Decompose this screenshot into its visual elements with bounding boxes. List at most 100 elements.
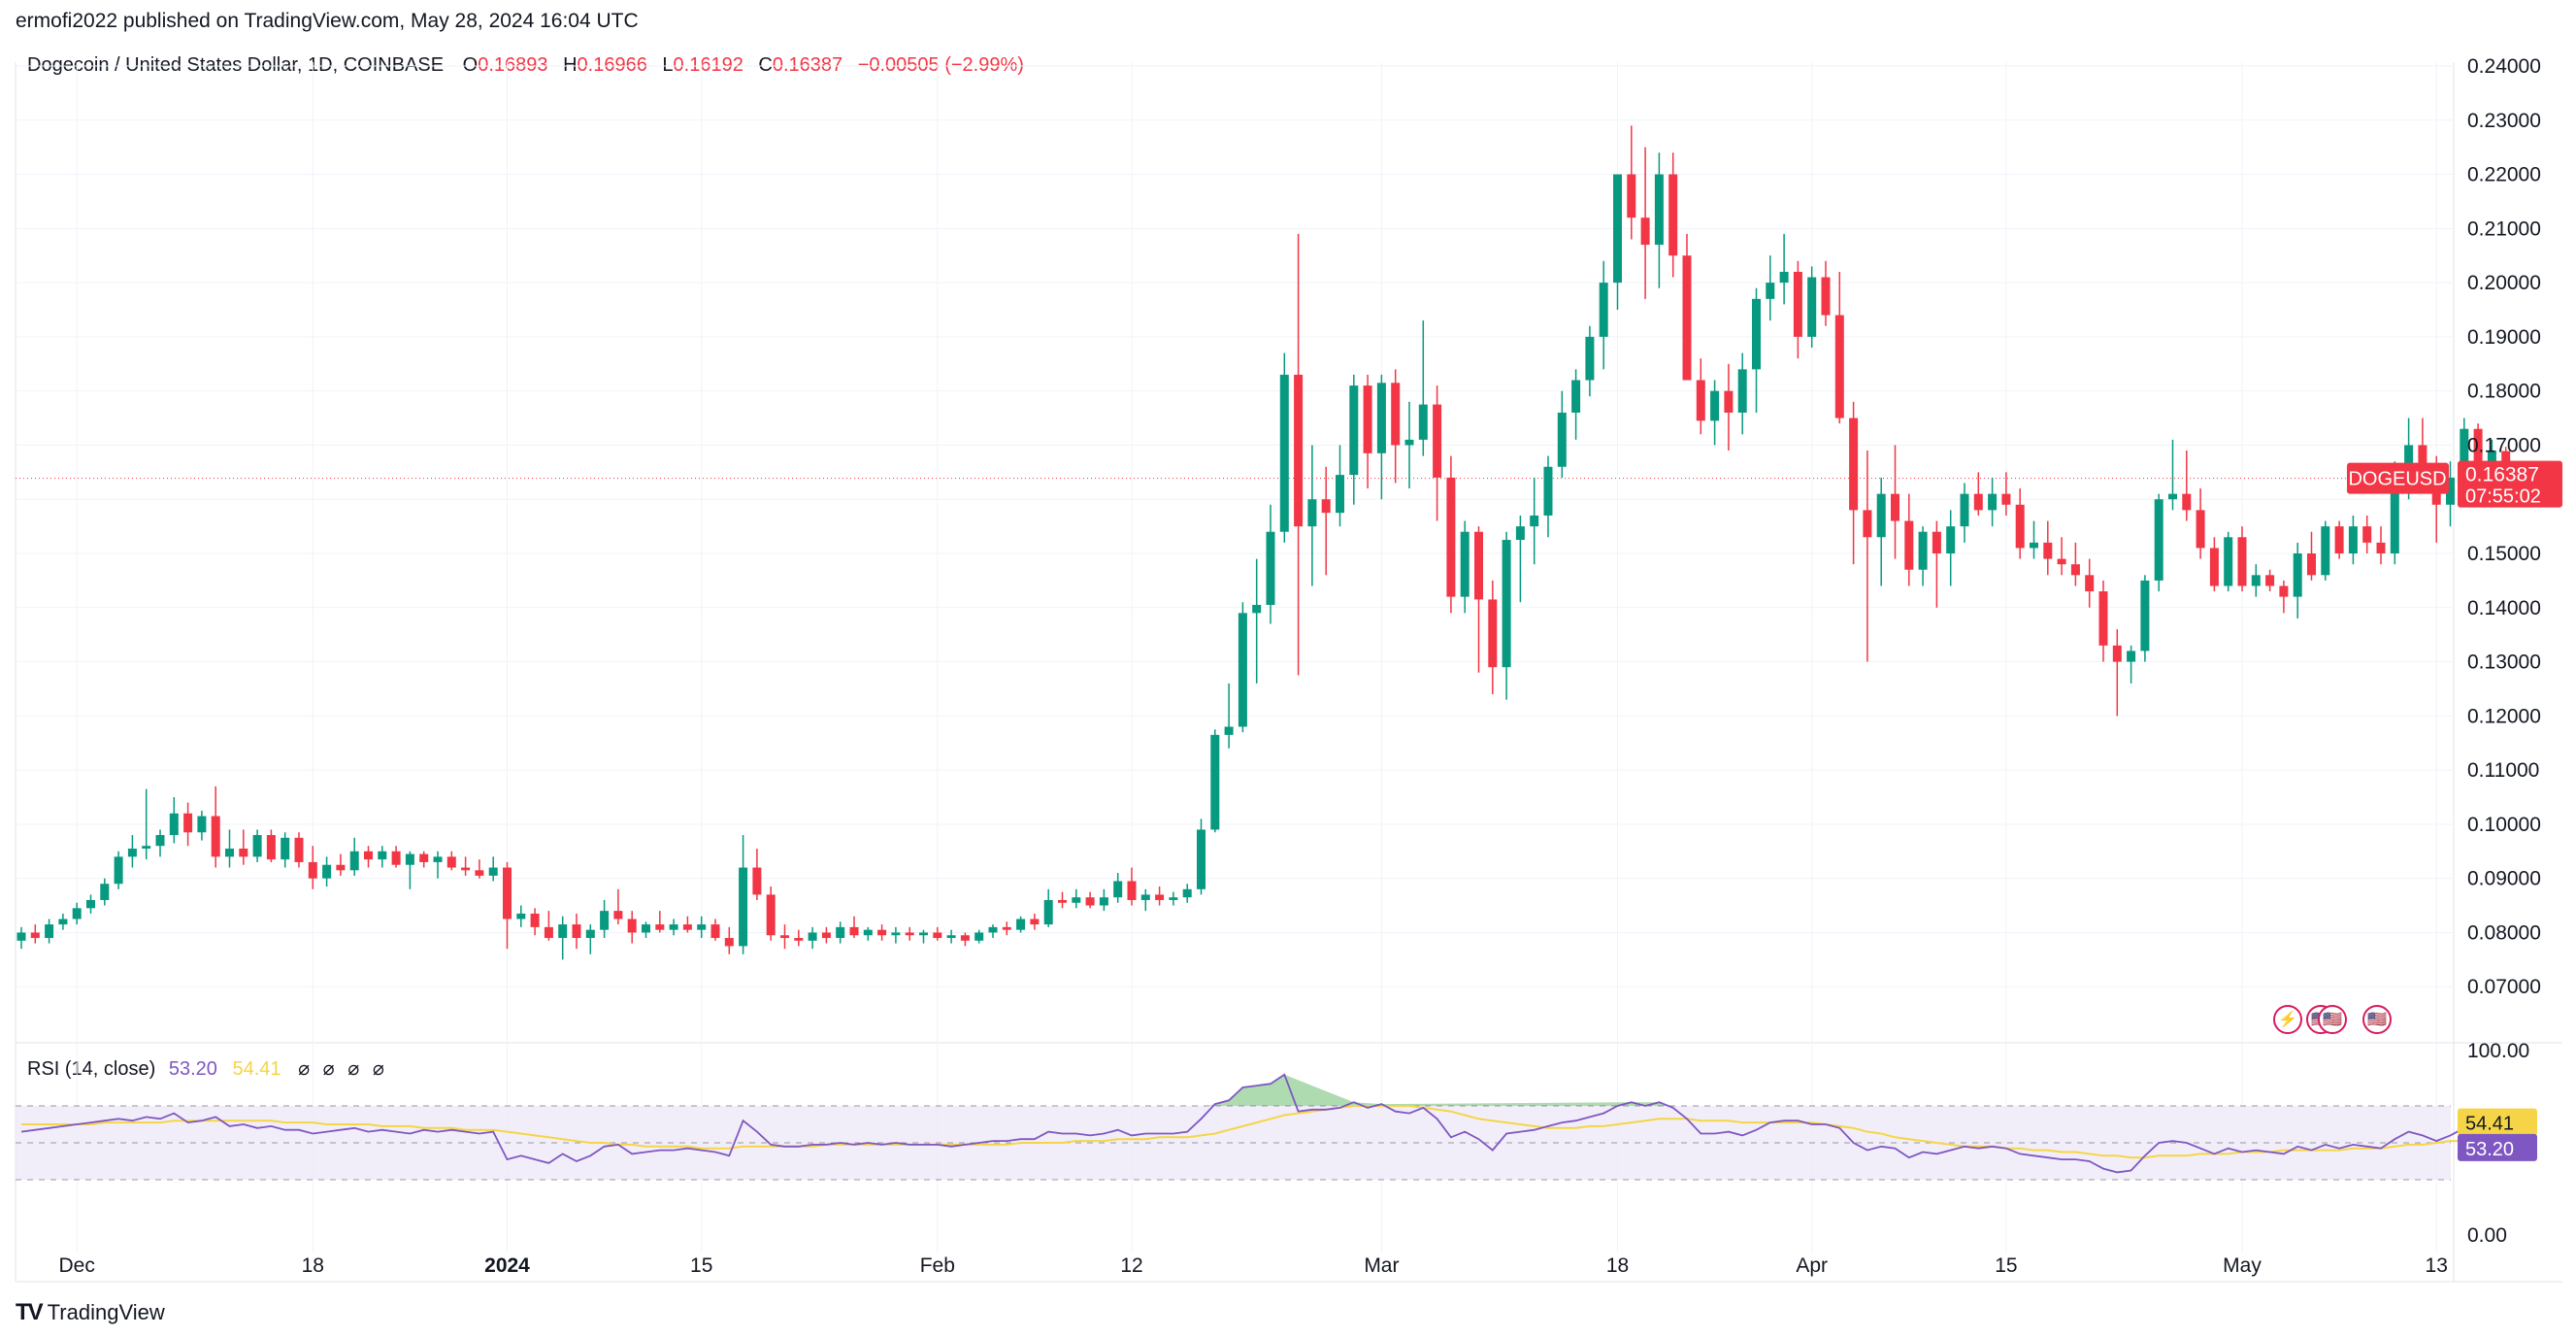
time-tick-label: 15 (690, 1254, 712, 1277)
published-note: ermofi2022 published on TradingView.com,… (16, 10, 639, 32)
candle-down (1682, 255, 1692, 381)
candle-up (1252, 604, 1262, 614)
candle-up (739, 867, 748, 947)
rsi-series (20, 1073, 2506, 1174)
lightning-event-icon[interactable]: ⚡ (2273, 1005, 2302, 1034)
candle-down (627, 919, 637, 933)
us-flag-icon[interactable]: 🇺🇸 (2362, 1005, 2392, 1034)
candle-down (2015, 504, 2025, 549)
rsi-tick-label: 0.00 (2467, 1224, 2507, 1247)
price-tick-label: 0.19000 (2467, 326, 2541, 349)
brand-footer[interactable]: TV TradingView (16, 1299, 165, 1326)
candle-up (252, 835, 262, 857)
candle-down (2237, 537, 2247, 586)
candle-down (1127, 881, 1137, 900)
price-tick-label: 0.09000 (2467, 868, 2541, 890)
candle-down (2279, 585, 2289, 597)
candle-up (2321, 526, 2330, 576)
rsi-label[interactable]: RSI (14, close) (27, 1058, 156, 1080)
candle-down (1821, 277, 1831, 316)
rsi-overbought-fill (1207, 1074, 1667, 1106)
candle-up (17, 932, 26, 941)
candle-down (1904, 520, 1914, 570)
grid-lines (15, 62, 2562, 1283)
candle-up (45, 924, 54, 939)
rsi-tick-label: 100.00 (2467, 1040, 2529, 1062)
high-label: H (563, 54, 578, 76)
candle-down (849, 926, 859, 936)
candle-down (1363, 385, 1372, 453)
rsi-axis: 100.00 0.00 (2467, 1040, 2529, 1247)
candle-up (86, 899, 95, 909)
candle-up (2293, 553, 2302, 597)
time-tick-label: 12 (1120, 1254, 1142, 1277)
candle-down (183, 813, 193, 833)
candle-up (863, 929, 873, 936)
candle-down (1433, 404, 1442, 478)
time-axis: Dec18202415Feb12Mar18Apr15May13Jun (59, 1254, 2448, 1277)
candle-up (127, 848, 137, 857)
candle-up (1543, 466, 1553, 516)
candle-down (2209, 548, 2219, 586)
candle-down (266, 835, 276, 860)
price-tick-label: 0.10000 (2467, 814, 2541, 836)
rsi-band-fill (16, 1105, 2451, 1181)
candle-up (1169, 897, 1178, 900)
candle-down (2057, 558, 2066, 565)
candle-up (1710, 390, 1720, 421)
candle-up (169, 813, 179, 836)
open-value: 0.16893 (478, 54, 548, 76)
candle-up (2348, 526, 2358, 553)
candle-up (1960, 493, 1969, 527)
change-value: −0.00505 (−2.99%) (857, 54, 1024, 76)
price-tick-label: 0.21000 (2467, 217, 2541, 240)
candle-up (891, 932, 901, 936)
candle-up (433, 856, 443, 862)
candle-up (1279, 374, 1289, 532)
price-axis: 0.07000 0.08000 0.09000 0.10000 0.11000 0.120… (2467, 55, 2541, 998)
candle-up (225, 848, 234, 857)
candle-down (1446, 477, 1456, 597)
candle-down (1724, 390, 1734, 413)
time-tick-label: Apr (1796, 1254, 1828, 1277)
candle-up (808, 932, 817, 941)
low-label: L (662, 54, 674, 76)
time-tick-label: 18 (1606, 1254, 1629, 1277)
candle-up (1238, 613, 1247, 727)
time-tick-label: Mar (1364, 1254, 1399, 1277)
price-tick-label: 0.11000 (2467, 759, 2539, 782)
candle-down (655, 924, 665, 930)
symbol-title[interactable]: Dogecoin / United States Dollar, 1D, COI… (27, 54, 445, 76)
candle-up (1349, 385, 1359, 476)
candle-up (558, 924, 568, 939)
candle-down (239, 848, 248, 857)
candle-up (405, 853, 414, 865)
candle-up (1654, 174, 1664, 246)
candle-down (766, 894, 776, 936)
candle-down (1891, 493, 1899, 521)
time-tick-label: Dec (59, 1254, 95, 1277)
candle-down (1030, 919, 1040, 925)
candle-up (669, 924, 678, 930)
time-tick-label: Feb (920, 1254, 955, 1277)
candle-up (1585, 336, 1595, 381)
candle-up (1376, 383, 1386, 453)
candle-up (100, 884, 110, 900)
candle-down (2376, 542, 2386, 553)
candle-down (2070, 564, 2080, 576)
candle-up (2224, 537, 2233, 586)
candle-up (1336, 475, 1344, 514)
candle-down (1391, 383, 1401, 446)
candle-down (877, 929, 887, 936)
candle-up (2140, 580, 2150, 652)
time-tick-label: 18 (302, 1254, 324, 1277)
rsi-toggles-icon[interactable]: ⌀ ⌀ ⌀ ⌀ (298, 1058, 388, 1080)
candle-up (585, 929, 595, 939)
candle-down (1085, 897, 1095, 906)
us-flag-icon[interactable]: 🇺🇸 (2318, 1005, 2347, 1034)
rsi-legend: RSI (14, close) 53.20 54.41 ⌀ ⌀ ⌀ ⌀ (27, 1056, 388, 1081)
candle-down (364, 851, 373, 860)
candle-down (724, 938, 734, 947)
candle-up (1918, 531, 1928, 570)
